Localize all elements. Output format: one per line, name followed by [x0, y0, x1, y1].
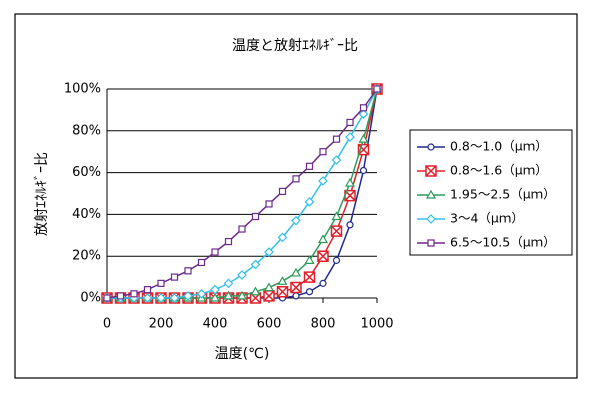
marker [319, 148, 327, 156]
marker [304, 197, 315, 207]
marker [264, 247, 274, 257]
marker [278, 187, 287, 196]
y-tick-label: 60% [72, 165, 101, 180]
marker [358, 133, 369, 143]
x-tick-label: 0 [103, 317, 111, 332]
series-line [107, 88, 378, 299]
y-axis-label: 放射ｴﾈﾙｷﾞｰ比 [34, 152, 50, 236]
marker [331, 211, 342, 221]
marker [103, 294, 111, 302]
x-tick-label: 400 [203, 317, 228, 332]
marker [211, 248, 219, 256]
marker [143, 286, 152, 294]
marker [224, 237, 233, 246]
marker [223, 290, 234, 300]
marker [263, 282, 275, 292]
marker [263, 290, 275, 302]
series-line [107, 88, 378, 299]
legend-label: 0.8～1.0（μｍ） [450, 139, 548, 154]
legend-marker [425, 165, 437, 177]
legend-label: 3～4（μｍ） [450, 211, 524, 226]
marker [318, 176, 328, 186]
x-tick-label: 800 [311, 317, 336, 332]
marker [317, 234, 329, 244]
chart-title: 温度と放射ｴﾈﾙｷﾞｰ比 [232, 38, 358, 54]
y-tick-label: 0% [80, 291, 101, 306]
legend-marker [425, 189, 437, 199]
x-tick-label: 200 [149, 317, 174, 332]
series-line [106, 88, 378, 299]
y-tick-label: 100% [64, 82, 101, 97]
y-tick-label: 80% [72, 123, 101, 138]
marker [223, 278, 234, 289]
marker [332, 256, 341, 264]
marker [209, 292, 221, 302]
marker [277, 232, 288, 243]
legend-marker [426, 214, 436, 224]
marker [359, 166, 368, 175]
marker [265, 200, 273, 208]
marker [183, 291, 193, 301]
marker [358, 109, 369, 119]
legend-label: 6.5～10.5（μｍ） [450, 235, 556, 250]
marker [277, 276, 288, 285]
marker [156, 293, 166, 303]
marker [332, 135, 341, 143]
marker [292, 292, 300, 300]
y-tick-label: 20% [72, 249, 101, 264]
marker [236, 290, 248, 300]
y-tick-label: 40% [72, 207, 101, 222]
marker [330, 225, 343, 237]
legend-marker [427, 239, 435, 247]
marker [305, 162, 314, 170]
marker [290, 281, 302, 294]
legend-box [409, 129, 573, 256]
marker [344, 189, 356, 202]
series-line [107, 88, 378, 299]
marker [251, 212, 260, 221]
marker [319, 279, 327, 287]
x-tick-label: 600 [257, 317, 282, 332]
marker [331, 155, 342, 165]
legend-label: 1.95～2.5（μｍ） [450, 187, 556, 202]
marker [345, 132, 355, 142]
marker [317, 250, 329, 262]
marker [276, 285, 289, 298]
marker [344, 177, 356, 187]
series-line [107, 88, 378, 299]
marker [170, 273, 179, 281]
marker [291, 215, 301, 226]
marker [142, 293, 153, 303]
marker [130, 290, 138, 298]
marker [359, 104, 368, 112]
marker [116, 292, 125, 300]
marker [346, 118, 354, 127]
legend-marker [427, 143, 435, 151]
x-tick-label: 1000 [360, 317, 393, 332]
marker [290, 267, 302, 277]
marker [184, 267, 192, 275]
marker [250, 259, 261, 270]
marker [197, 258, 206, 267]
marker [157, 279, 165, 287]
marker [304, 255, 315, 264]
marker [210, 284, 220, 295]
marker [346, 221, 354, 229]
marker [292, 175, 300, 183]
marker [250, 286, 261, 296]
marker [169, 293, 180, 303]
marker [196, 288, 207, 299]
marker [303, 271, 316, 283]
marker [237, 270, 247, 280]
marker [373, 85, 381, 93]
legend-label: 0.8～1.6（μｍ） [450, 163, 548, 178]
marker [238, 225, 246, 233]
x-axis-label: 温度(℃) [215, 346, 270, 362]
marker [305, 288, 314, 296]
chart-frame [14, 13, 578, 379]
